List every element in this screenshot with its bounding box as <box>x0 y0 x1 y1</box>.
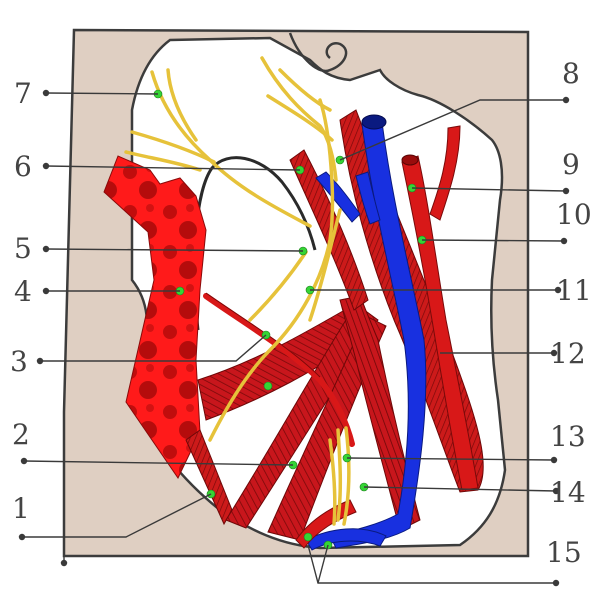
callout-10: 10 <box>556 198 592 231</box>
artery-3 <box>203 293 355 447</box>
callout-1: 1 <box>12 492 30 525</box>
marker-15b <box>303 532 313 542</box>
callout-11: 11 <box>556 274 592 307</box>
vein-branch-2 <box>355 171 381 225</box>
leader-lines-right <box>307 96 570 587</box>
callout-15: 15 <box>546 536 582 569</box>
neck-outline <box>288 32 348 73</box>
artery-branch <box>429 125 461 221</box>
muscle-14 <box>339 295 421 531</box>
muscle-4 <box>103 155 207 479</box>
callout-numbers-right: 8 9 10 11 12 13 14 15 <box>546 57 592 569</box>
muscle-2 <box>225 303 379 529</box>
callout-8: 8 <box>562 57 580 90</box>
vein-main <box>329 121 427 549</box>
callout-7: 7 <box>14 77 32 110</box>
callout-5: 5 <box>14 232 32 265</box>
callout-6: 6 <box>14 150 32 183</box>
callout-3: 3 <box>10 345 28 378</box>
callout-13: 13 <box>550 420 586 453</box>
callout-14: 14 <box>550 476 586 509</box>
callout-numbers-left: 7 6 5 4 3 2 1 <box>10 77 32 525</box>
leader-lines-left <box>18 89 304 567</box>
callout-12: 12 <box>550 337 586 370</box>
muscle-band-middle <box>267 315 387 541</box>
marker-3b <box>263 381 273 391</box>
callout-9: 9 <box>562 148 580 181</box>
vein-branch <box>315 171 361 223</box>
callout-2: 2 <box>12 418 30 451</box>
vein-cut-end <box>361 114 387 130</box>
callout-4: 4 <box>14 275 32 308</box>
muscle-strap <box>289 149 369 311</box>
artery-right-cut-end <box>401 154 419 166</box>
